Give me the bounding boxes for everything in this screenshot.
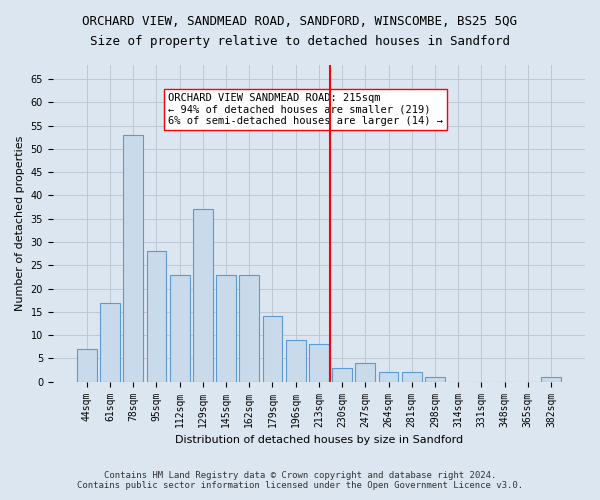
Bar bbox=[216, 274, 236, 382]
Bar bbox=[146, 252, 166, 382]
Bar bbox=[77, 349, 97, 382]
Bar bbox=[309, 344, 329, 382]
Bar bbox=[355, 363, 375, 382]
Bar bbox=[402, 372, 422, 382]
Text: Size of property relative to detached houses in Sandford: Size of property relative to detached ho… bbox=[90, 35, 510, 48]
Bar bbox=[170, 274, 190, 382]
X-axis label: Distribution of detached houses by size in Sandford: Distribution of detached houses by size … bbox=[175, 435, 463, 445]
Y-axis label: Number of detached properties: Number of detached properties bbox=[15, 136, 25, 311]
Bar bbox=[100, 302, 120, 382]
Bar bbox=[332, 368, 352, 382]
Bar bbox=[124, 135, 143, 382]
Bar bbox=[541, 377, 561, 382]
Bar bbox=[286, 340, 305, 382]
Text: ORCHARD VIEW, SANDMEAD ROAD, SANDFORD, WINSCOMBE, BS25 5QG: ORCHARD VIEW, SANDMEAD ROAD, SANDFORD, W… bbox=[83, 15, 517, 28]
Bar bbox=[263, 316, 283, 382]
Bar bbox=[193, 210, 213, 382]
Text: Contains HM Land Registry data © Crown copyright and database right 2024.
Contai: Contains HM Land Registry data © Crown c… bbox=[77, 470, 523, 490]
Bar bbox=[239, 274, 259, 382]
Text: ORCHARD VIEW SANDMEAD ROAD: 215sqm
← 94% of detached houses are smaller (219)
6%: ORCHARD VIEW SANDMEAD ROAD: 215sqm ← 94%… bbox=[168, 93, 443, 126]
Bar bbox=[425, 377, 445, 382]
Bar bbox=[379, 372, 398, 382]
